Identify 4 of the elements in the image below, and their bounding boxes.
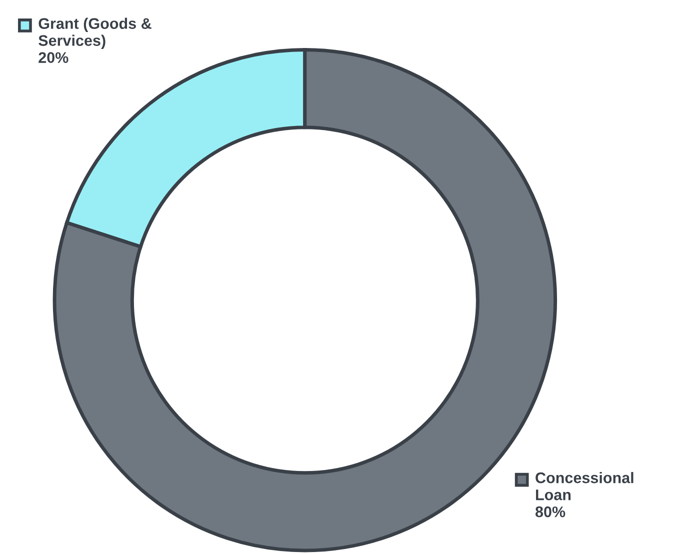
legend-label: Concessional Loan <box>536 472 634 500</box>
data-label: 20% <box>38 52 68 63</box>
data-label: 80% <box>535 506 566 518</box>
legend-label: Grant (Goods & Services) <box>38 18 152 49</box>
